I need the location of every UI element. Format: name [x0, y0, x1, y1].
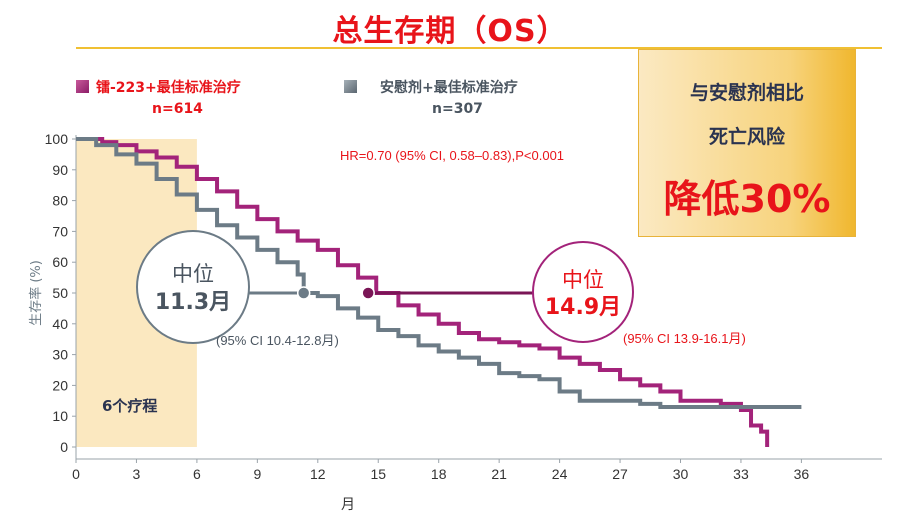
placebo-median-l2: 11.3月: [155, 290, 231, 315]
y-tick-label: 0: [60, 439, 68, 455]
x-tick-label: 6: [193, 466, 201, 482]
x-tick-label: 27: [612, 466, 628, 482]
y-axis-label: 生存率 (%): [28, 260, 44, 326]
legend-swatch-radium: [76, 80, 89, 93]
course-label: 6个疗程: [102, 397, 157, 415]
x-tick-label: 24: [552, 466, 568, 482]
y-tick-label: 80: [52, 193, 68, 209]
x-tick-label: 33: [733, 466, 749, 482]
x-tick-label: 3: [133, 466, 141, 482]
series-line-radium: [76, 137, 770, 447]
callout-line2: 死亡风险: [708, 126, 785, 148]
y-tick-label: 50: [52, 285, 68, 301]
hr-text: HR=0.70 (95% CI, 0.58–0.83),P<0.001: [340, 148, 564, 163]
legend-swatch-placebo: [344, 80, 357, 93]
y-tick-label: 10: [52, 408, 68, 424]
x-tick-label: 36: [794, 466, 810, 482]
callout-line1: 与安慰剂相比: [689, 82, 804, 104]
radium-median-bubble: [532, 241, 634, 343]
radium-median-l2: 14.9月: [545, 295, 621, 320]
radium-median-ci: (95% CI 13.9-16.1月): [623, 331, 746, 346]
risk-reduction-callout: 与安慰剂相比 死亡风险 降低30%: [638, 49, 856, 237]
legend-n-placebo: n=307: [432, 101, 483, 117]
y-tick-label: 30: [52, 347, 68, 363]
x-axis-label: 月: [341, 497, 355, 513]
y-tick-label: 70: [52, 223, 68, 239]
placebo-median-l1: 中位: [172, 262, 214, 286]
y-tick-label: 60: [52, 254, 68, 270]
y-tick-label: 100: [45, 131, 69, 147]
x-tick-label: 21: [491, 466, 507, 482]
x-tick-label: 30: [673, 466, 689, 482]
x-tick-label: 9: [253, 466, 261, 482]
radium-median-l1: 中位: [562, 268, 604, 292]
legend-n-radium: n=614: [152, 101, 203, 117]
x-tick-label: 0: [72, 466, 80, 482]
callout-line3: 降低30%: [663, 177, 831, 221]
placebo-median-point: [296, 286, 311, 300]
y-tick-label: 20: [52, 377, 68, 393]
x-tick-label: 15: [370, 466, 386, 482]
x-tick-label: 12: [310, 466, 326, 482]
series-line-placebo: [76, 137, 802, 409]
legend-label-radium: 镭-223+最佳标准治疗: [96, 80, 241, 96]
x-tick-label: 18: [431, 466, 447, 482]
placebo-median-ci: (95% CI 10.4-12.8月): [216, 333, 339, 348]
title-rule: [76, 47, 882, 49]
radium-median-point: [361, 286, 375, 300]
y-tick-label: 90: [52, 162, 68, 178]
legend-label-placebo: 安慰剂+最佳标准治疗: [380, 80, 518, 96]
y-tick-label: 40: [52, 316, 68, 332]
chart-title: 总生存期（OS）: [332, 14, 568, 49]
placebo-median-bubble: [136, 230, 250, 344]
